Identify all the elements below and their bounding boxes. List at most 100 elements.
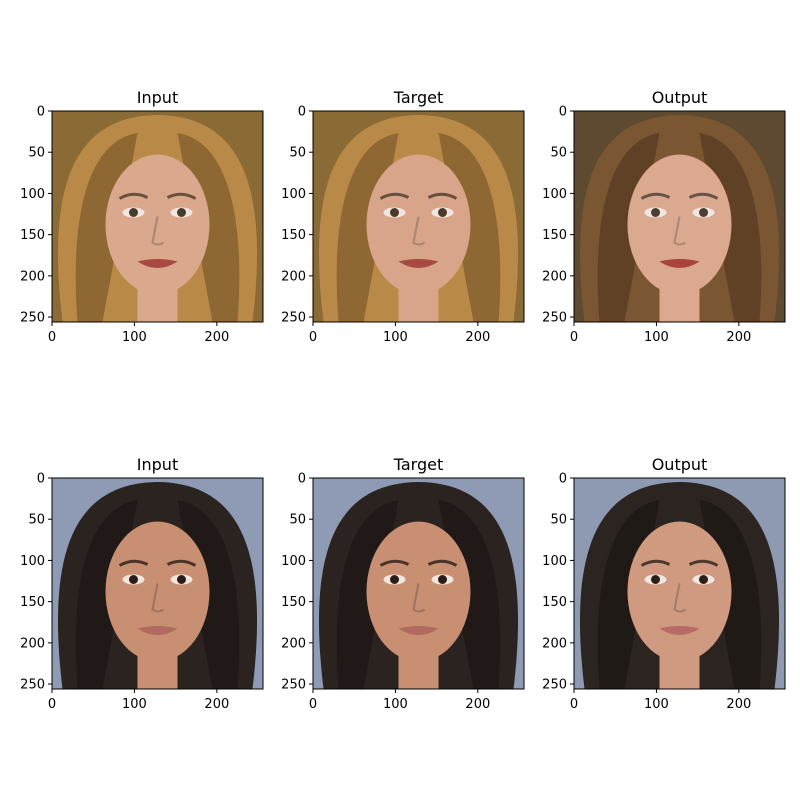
y-tick-label: 250: [542, 311, 567, 326]
subplot-6: Output 0 100 200 0 50 100 150 200 250: [542, 455, 786, 712]
right-brow: [427, 559, 458, 567]
x-tick-label: 200: [726, 697, 751, 712]
x-tick-label: 200: [204, 697, 229, 712]
face: [105, 154, 210, 295]
x-tick-label: 0: [309, 330, 317, 345]
y-tick-label: 250: [281, 311, 306, 326]
image-panel: [574, 478, 785, 689]
y-tick-label: 250: [542, 678, 567, 693]
nose: [412, 583, 426, 613]
right-iris: [177, 575, 186, 584]
axes-frame: [51, 110, 264, 323]
right-iris: [438, 208, 447, 217]
left-iris: [651, 208, 660, 217]
axes-frame: [573, 477, 786, 690]
y-tick-label: 0: [37, 472, 45, 487]
y-tick-label: 50: [550, 513, 567, 528]
x-tick-label: 200: [726, 330, 751, 345]
x-tick-label: 0: [48, 697, 56, 712]
image-panel: [52, 478, 263, 689]
x-tick-label: 100: [122, 330, 147, 345]
left-brow: [640, 192, 671, 200]
nose: [151, 216, 165, 246]
image-panel: [52, 111, 263, 322]
right-iris: [699, 208, 708, 217]
image-panel: [313, 478, 524, 689]
left-iris: [390, 208, 399, 217]
y-tick-label: 200: [542, 269, 567, 284]
nose: [412, 216, 426, 246]
x-tick-label: 200: [465, 697, 490, 712]
subplot-title: Target: [393, 455, 444, 474]
mouth: [659, 259, 700, 268]
y-tick-label: 50: [28, 146, 45, 161]
x-tick-label: 100: [644, 697, 669, 712]
right-brow: [427, 192, 458, 200]
y-tick-label: 100: [542, 187, 567, 202]
x-tick-label: 0: [309, 697, 317, 712]
axes-frame: [51, 477, 264, 690]
face: [627, 154, 732, 295]
x-tick-label: 100: [644, 330, 669, 345]
y-tick-label: 150: [542, 228, 567, 243]
right-brow: [166, 559, 197, 567]
y-tick-label: 200: [20, 269, 45, 284]
left-brow: [379, 559, 410, 567]
left-iris: [129, 575, 138, 584]
right-iris: [177, 208, 186, 217]
y-tick-label: 200: [281, 636, 306, 651]
subplot-title: Output: [652, 88, 708, 107]
y-tick-label: 0: [559, 472, 567, 487]
x-tick-label: 0: [48, 330, 56, 345]
y-tick-label: 200: [542, 636, 567, 651]
subplot-1: Input 0 100 200 0 50 100 150 200 250: [20, 88, 264, 345]
subplot-title: Output: [652, 455, 708, 474]
nose: [673, 216, 687, 246]
nose: [673, 583, 687, 613]
subplot-5: Target 0 100 200 0 50 100 150 200 250: [281, 455, 525, 712]
y-tick-label: 50: [28, 513, 45, 528]
subplot-title: Input: [137, 455, 178, 474]
subplot-title: Target: [393, 88, 444, 107]
left-brow: [640, 559, 671, 567]
y-tick-label: 0: [37, 105, 45, 120]
face: [627, 521, 732, 662]
y-tick-label: 200: [20, 636, 45, 651]
y-tick-label: 250: [281, 678, 306, 693]
x-tick-label: 200: [465, 330, 490, 345]
x-tick-label: 100: [122, 697, 147, 712]
face: [366, 521, 471, 662]
y-tick-label: 50: [289, 513, 306, 528]
right-brow: [166, 192, 197, 200]
y-tick-label: 250: [20, 311, 45, 326]
y-tick-label: 150: [20, 595, 45, 610]
y-tick-label: 0: [559, 105, 567, 120]
left-brow: [379, 192, 410, 200]
y-tick-label: 100: [20, 187, 45, 202]
axes-frame: [312, 110, 525, 323]
y-tick-label: 150: [281, 595, 306, 610]
left-iris: [651, 575, 660, 584]
nose: [151, 583, 165, 613]
image-panel: [574, 111, 785, 322]
x-tick-label: 0: [570, 697, 578, 712]
right-iris: [699, 575, 708, 584]
y-tick-label: 100: [281, 554, 306, 569]
left-brow: [118, 559, 149, 567]
mouth: [659, 626, 700, 635]
y-tick-label: 100: [542, 554, 567, 569]
left-iris: [129, 208, 138, 217]
face: [105, 521, 210, 662]
subplot-2: Target 0 100 200 0 50 100 150 200 250: [281, 88, 525, 345]
subplot-title: Input: [137, 88, 178, 107]
mouth: [137, 259, 178, 268]
y-tick-label: 100: [281, 187, 306, 202]
y-tick-label: 50: [550, 146, 567, 161]
y-tick-label: 0: [298, 105, 306, 120]
y-tick-label: 150: [20, 228, 45, 243]
y-tick-label: 200: [281, 269, 306, 284]
subplot-3: Output 0 100 200 0 50 100 150 200 250: [542, 88, 786, 345]
axes-frame: [573, 110, 786, 323]
x-tick-label: 200: [204, 330, 229, 345]
